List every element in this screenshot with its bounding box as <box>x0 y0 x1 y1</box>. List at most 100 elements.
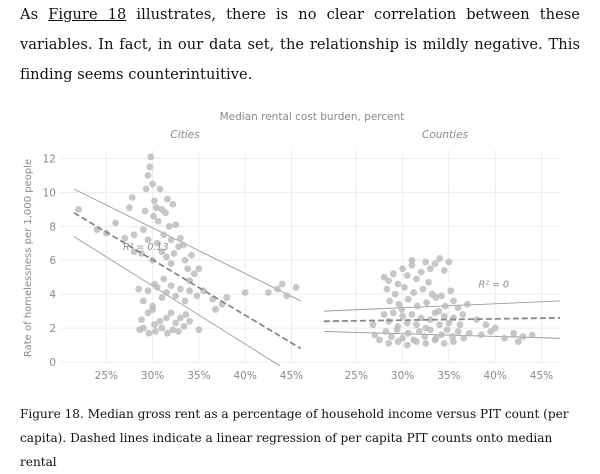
data-point <box>163 314 170 322</box>
intro-text-after: illustrates, there is no clear correlati… <box>20 6 580 83</box>
data-point <box>383 285 391 293</box>
data-point <box>410 289 418 296</box>
data-point <box>274 285 281 293</box>
data-point <box>150 212 157 220</box>
data-point <box>112 219 119 227</box>
data-point <box>136 326 144 334</box>
data-point <box>160 231 168 239</box>
data-point <box>195 326 203 334</box>
data-point <box>164 329 171 337</box>
data-point <box>380 311 388 318</box>
data-point <box>139 297 147 305</box>
data-point <box>404 329 412 337</box>
data-point <box>394 280 402 288</box>
data-point <box>417 268 425 276</box>
data-point <box>283 292 291 300</box>
x-tick-label: 30% <box>391 370 414 382</box>
chart-text: Median rental cost burden, percent Rate o… <box>23 111 553 382</box>
data-point <box>514 338 522 346</box>
data-point <box>440 312 448 320</box>
panel-title: Counties <box>422 129 469 141</box>
data-point <box>408 256 416 264</box>
figure-link[interactable]: Figure 18 <box>48 6 127 23</box>
data-point <box>445 319 453 327</box>
scatter-chart: Median rental cost burden, percent Rate o… <box>23 111 561 382</box>
data-point <box>369 321 377 329</box>
confidence-band-upper <box>73 188 301 302</box>
data-point <box>167 260 175 268</box>
chart-title: Median rental cost burden, percent <box>220 111 405 123</box>
data-point <box>465 329 473 337</box>
x-tick-label: 45% <box>530 370 553 382</box>
x-tick-label: 35% <box>187 370 210 382</box>
data-point <box>459 311 467 318</box>
data-point <box>408 261 416 269</box>
data-point <box>169 326 177 334</box>
data-point <box>382 328 390 335</box>
confidence-bands <box>73 188 561 367</box>
data-point <box>456 321 464 329</box>
data-point <box>163 289 170 296</box>
data-point <box>193 292 201 300</box>
data-point <box>404 295 412 303</box>
y-tick-label: 8 <box>49 221 56 233</box>
y-tick-label: 12 <box>43 153 56 165</box>
data-point <box>167 236 175 244</box>
data-point <box>160 275 168 283</box>
data-point <box>151 280 158 288</box>
data-point <box>128 194 136 201</box>
x-tick-label: 25% <box>345 370 368 382</box>
regression-line <box>73 211 302 350</box>
data-point <box>241 289 249 296</box>
data-point <box>510 329 518 337</box>
data-point <box>436 321 444 329</box>
data-point <box>278 280 286 288</box>
data-point <box>426 265 434 273</box>
data-point <box>223 294 231 301</box>
data-point <box>175 328 182 335</box>
data-point <box>441 302 449 310</box>
data-point <box>477 331 485 339</box>
data-point <box>450 338 457 346</box>
data-point <box>395 300 403 308</box>
data-point <box>443 326 451 334</box>
data-point <box>158 324 166 332</box>
data-point <box>432 294 440 301</box>
data-point <box>389 270 397 278</box>
data-point <box>487 328 494 335</box>
data-point <box>158 248 166 256</box>
data-point <box>146 163 154 171</box>
data-point <box>138 316 145 323</box>
data-point <box>460 334 468 342</box>
panel-title: Cities <box>170 129 200 141</box>
data-point <box>172 292 180 300</box>
data-point <box>167 309 175 317</box>
confidence-band-lower <box>73 236 281 367</box>
data-point <box>426 316 434 323</box>
data-point <box>130 231 138 239</box>
data-point <box>386 297 394 305</box>
regression-lines <box>73 211 561 350</box>
data-point <box>139 226 147 234</box>
data-point <box>149 306 156 313</box>
data-point <box>440 339 448 347</box>
data-point <box>156 317 164 325</box>
data-point <box>403 272 411 279</box>
data-point <box>450 297 457 305</box>
y-tick-label: 2 <box>49 323 56 335</box>
x-tick-label: 25% <box>95 370 118 382</box>
data-point <box>389 309 397 317</box>
data-point <box>176 285 184 293</box>
figure-caption: Figure 18. Median gross rent as a percen… <box>20 407 569 469</box>
data-point <box>135 285 143 293</box>
data-point <box>188 251 195 259</box>
data-point <box>431 260 439 268</box>
data-point <box>376 336 383 344</box>
data-point <box>440 267 448 274</box>
regression-line <box>323 317 561 323</box>
data-point <box>172 319 180 327</box>
y-tick-label: 4 <box>49 289 56 301</box>
data-point <box>292 283 300 291</box>
data-point <box>413 275 420 283</box>
data-point <box>151 197 158 205</box>
